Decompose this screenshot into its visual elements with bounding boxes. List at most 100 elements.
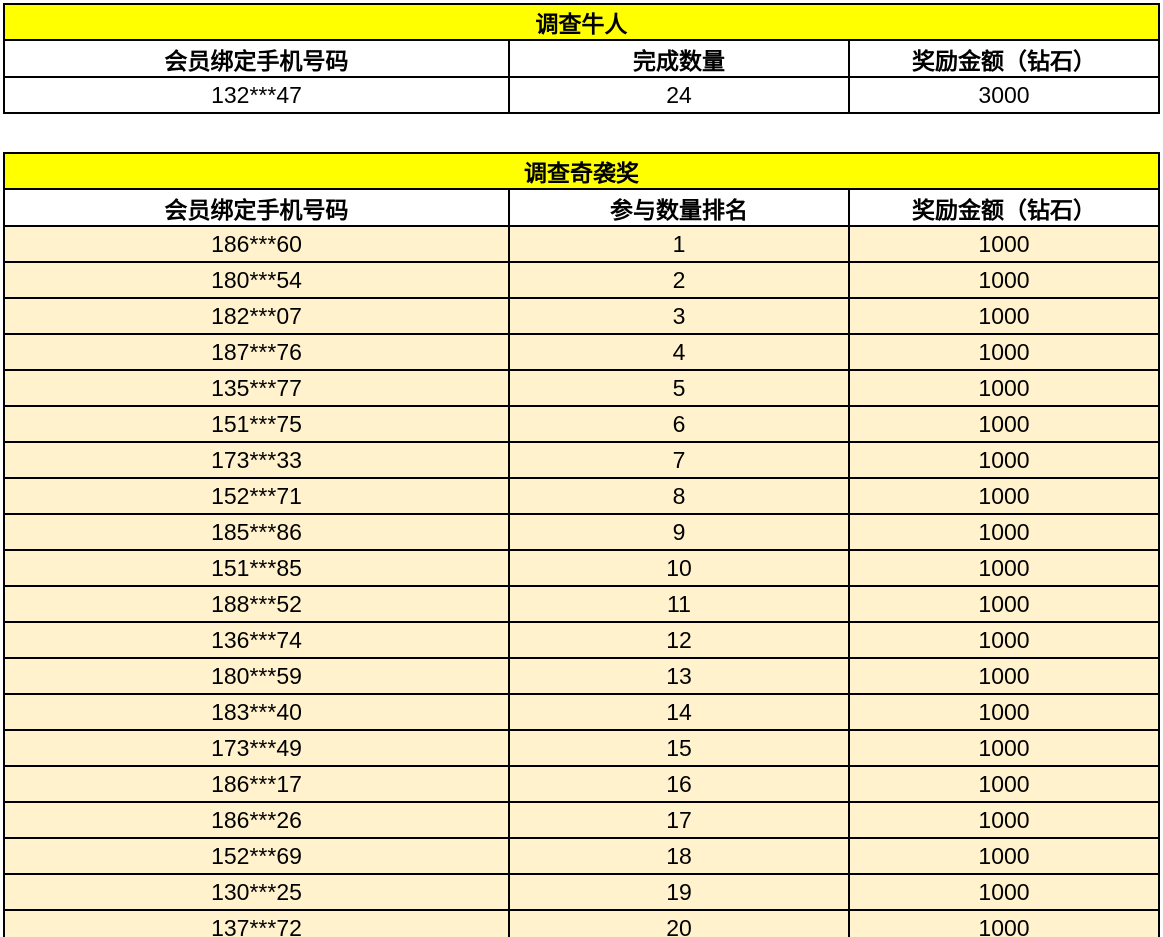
table-cell: 187***76 <box>3 333 510 371</box>
table-header-row: 会员绑定手机号码 完成数量 奖励金额（钻石） <box>3 39 1161 78</box>
table-cell: 14 <box>508 693 850 731</box>
table-cell: 173***33 <box>3 441 510 479</box>
table-cell: 3 <box>508 297 850 335</box>
table-cell: 1000 <box>848 477 1160 515</box>
table-cell: 186***60 <box>3 225 510 263</box>
table-cell: 188***52 <box>3 585 510 623</box>
table-row: 182***07 3 1000 <box>3 297 1160 335</box>
table-row: 188***52 11 1000 <box>3 585 1160 623</box>
column-header-reward: 奖励金额（钻石） <box>847 39 1161 78</box>
table-cell: 180***54 <box>3 261 510 299</box>
table-cell: 1000 <box>848 693 1160 731</box>
table-row: 135***77 5 1000 <box>3 369 1160 407</box>
table-cell: 173***49 <box>3 729 510 767</box>
table-cell: 152***69 <box>3 837 510 875</box>
table-cell: 152***71 <box>3 477 510 515</box>
table-row: 137***72 20 1000 <box>3 909 1160 937</box>
table-row: 152***71 8 1000 <box>3 477 1160 515</box>
table-cell: 1000 <box>848 909 1160 937</box>
table-cell: 11 <box>508 585 850 623</box>
table-cell: 1000 <box>848 729 1160 767</box>
table-cell: 13 <box>508 657 850 695</box>
table-cell: 20 <box>508 909 850 937</box>
table-row: 173***49 15 1000 <box>3 729 1160 767</box>
table-row: 151***75 6 1000 <box>3 405 1160 443</box>
table-title-row: 调查牛人 <box>2 3 1161 41</box>
table-cell: 24 <box>508 76 850 114</box>
table-cell: 15 <box>508 729 850 767</box>
table-row: 187***76 4 1000 <box>3 333 1160 371</box>
table-body: 186***60 1 1000 180***54 2 1000 182***07 3 1000 1… <box>3 225 1160 937</box>
table-cell: 1000 <box>848 261 1160 299</box>
table-row: 186***60 1 1000 <box>3 225 1160 263</box>
table-row: 185***86 9 1000 <box>3 513 1160 551</box>
table-cell: 16 <box>508 765 850 803</box>
table-title-row: 调查奇袭奖 <box>3 152 1160 190</box>
table-cell: 1 <box>508 225 850 263</box>
table-row: 151***85 10 1000 <box>3 549 1160 587</box>
table-row: 186***26 17 1000 <box>3 801 1160 839</box>
table-row: 136***74 12 1000 <box>3 621 1160 659</box>
table-cell: 135***77 <box>3 369 510 407</box>
table-header-row: 会员绑定手机号码 参与数量排名 奖励金额（钻石） <box>3 188 1160 227</box>
table-cell: 180***59 <box>3 657 510 695</box>
table-cell: 8 <box>508 477 850 515</box>
table-cell: 1000 <box>848 441 1160 479</box>
table-cell: 12 <box>508 621 850 659</box>
table-cell: 1000 <box>848 549 1160 587</box>
table-cell: 18 <box>508 837 850 875</box>
table-cell: 136***74 <box>3 621 510 659</box>
table-cell: 186***17 <box>3 765 510 803</box>
table-cell: 132***47 <box>3 76 510 114</box>
table-cell: 130***25 <box>3 873 510 911</box>
table-row: 183***40 14 1000 <box>3 693 1160 731</box>
table-row: 173***33 7 1000 <box>3 441 1160 479</box>
table-cell: 1000 <box>848 657 1160 695</box>
table-cell: 151***75 <box>3 405 510 443</box>
table-cell: 4 <box>508 333 850 371</box>
table-row: 130***25 19 1000 <box>3 873 1160 911</box>
table-cell: 7 <box>508 441 850 479</box>
survey-expert-table-title: 调查牛人 <box>2 3 1161 41</box>
table-body: 132***47 24 3000 <box>3 76 1161 114</box>
table-cell: 2 <box>508 261 850 299</box>
table-cell: 137***72 <box>3 909 510 937</box>
table-cell: 1000 <box>848 369 1160 407</box>
table-row: 180***59 13 1000 <box>3 657 1160 695</box>
column-header-completed-count: 完成数量 <box>508 39 850 78</box>
table-row: 186***17 16 1000 <box>3 765 1160 803</box>
table-cell: 1000 <box>848 621 1160 659</box>
table-cell: 183***40 <box>3 693 510 731</box>
table-cell: 19 <box>508 873 850 911</box>
table-cell: 1000 <box>848 405 1160 443</box>
table-cell: 3000 <box>847 76 1161 114</box>
table-cell: 1000 <box>848 765 1160 803</box>
survey-surprise-award-table-title: 调查奇袭奖 <box>3 152 1160 190</box>
column-header-phone: 会员绑定手机号码 <box>3 39 510 78</box>
table-cell: 6 <box>508 405 850 443</box>
survey-expert-table: 调查牛人 会员绑定手机号码 完成数量 奖励金额（钻石） 132***47 24 30… <box>2 3 1161 114</box>
table-cell: 1000 <box>848 333 1160 371</box>
table-cell: 10 <box>508 549 850 587</box>
table-cell: 151***85 <box>3 549 510 587</box>
table-cell: 1000 <box>848 873 1160 911</box>
table-cell: 1000 <box>848 585 1160 623</box>
table-row: 180***54 2 1000 <box>3 261 1160 299</box>
table-cell: 1000 <box>848 837 1160 875</box>
column-header-reward: 奖励金额（钻石） <box>848 188 1160 227</box>
table-row: 132***47 24 3000 <box>3 76 1161 114</box>
survey-surprise-award-table: 调查奇袭奖 会员绑定手机号码 参与数量排名 奖励金额（钻石） 186***60 1… <box>3 152 1160 937</box>
table-cell: 1000 <box>848 513 1160 551</box>
table-cell: 186***26 <box>3 801 510 839</box>
column-header-phone: 会员绑定手机号码 <box>3 188 510 227</box>
table-cell: 9 <box>508 513 850 551</box>
table-cell: 5 <box>508 369 850 407</box>
table-cell: 185***86 <box>3 513 510 551</box>
table-cell: 1000 <box>848 297 1160 335</box>
table-row: 152***69 18 1000 <box>3 837 1160 875</box>
table-cell: 182***07 <box>3 297 510 335</box>
column-header-participation-rank: 参与数量排名 <box>508 188 850 227</box>
table-cell: 1000 <box>848 801 1160 839</box>
table-cell: 17 <box>508 801 850 839</box>
